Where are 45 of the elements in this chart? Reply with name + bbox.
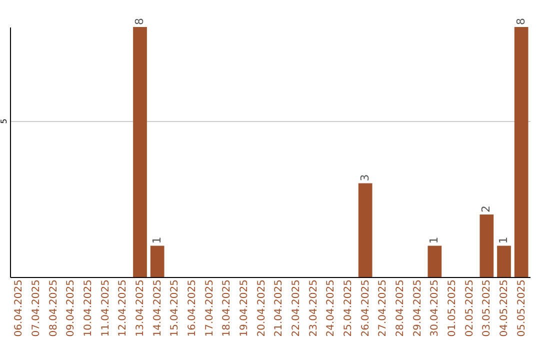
x-tick-label: 20.04.2025 [256, 280, 268, 337]
bar [358, 183, 372, 277]
x-tick-label: 27.04.2025 [378, 280, 389, 337]
x-tick-label: 21.04.2025 [274, 280, 285, 337]
x-tick-label: 01.05.2025 [447, 280, 458, 337]
x-tick-label: 29.04.2025 [412, 280, 424, 337]
x-tick-label: 06.04.2025 [14, 280, 25, 337]
x-tick-label: 18.04.2025 [222, 280, 233, 337]
x-tick-label: 22.04.2025 [291, 280, 302, 337]
data-label: 8 [133, 18, 146, 25]
x-tick-label: 08.04.2025 [48, 280, 60, 337]
data-label: 1 [150, 236, 164, 244]
bar [480, 214, 494, 277]
x-tick-label: 26.04.2025 [360, 280, 372, 337]
x-tick-label: 09.04.2025 [66, 280, 77, 337]
x-tick-label: 05.05.2025 [516, 280, 528, 337]
x-tick-label: 25.04.2025 [343, 280, 354, 337]
data-label: 1 [428, 236, 441, 244]
x-tick-label: 19.04.2025 [239, 280, 250, 337]
x-tick-label: 12.04.2025 [118, 280, 129, 337]
x-tick-label: 07.04.2025 [31, 280, 42, 337]
x-tick-label: 17.04.2025 [204, 280, 216, 337]
x-tick-label: 04.05.2025 [499, 280, 510, 337]
x-tick-label: 14.04.2025 [152, 280, 164, 337]
x-tick-label: 11.04.2025 [100, 280, 112, 337]
bar [514, 27, 528, 277]
x-tick-label: 03.05.2025 [482, 280, 493, 337]
x-tick-label: 23.04.2025 [308, 280, 320, 337]
data-label: 8 [514, 18, 528, 25]
bar [150, 246, 164, 277]
x-tick-label: 30.04.2025 [430, 280, 441, 337]
data-label: 1 [497, 236, 510, 244]
bar [428, 246, 442, 277]
bar [133, 27, 147, 277]
x-tick-label: 28.04.2025 [395, 280, 406, 337]
x-tick-label: 10.04.2025 [83, 280, 94, 337]
x-tick-label: 16.04.2025 [187, 280, 198, 337]
data-label: 3 [358, 174, 372, 182]
data-label: 2 [480, 206, 493, 212]
x-tick-label: 02.05.2025 [464, 280, 476, 337]
y-tick-label: 5 [0, 118, 8, 124]
x-tick-label: 13.04.2025 [135, 280, 146, 337]
x-tick-label: 24.04.2025 [326, 280, 337, 337]
bar [497, 246, 511, 277]
x-tick-label: 15.04.2025 [170, 280, 181, 337]
